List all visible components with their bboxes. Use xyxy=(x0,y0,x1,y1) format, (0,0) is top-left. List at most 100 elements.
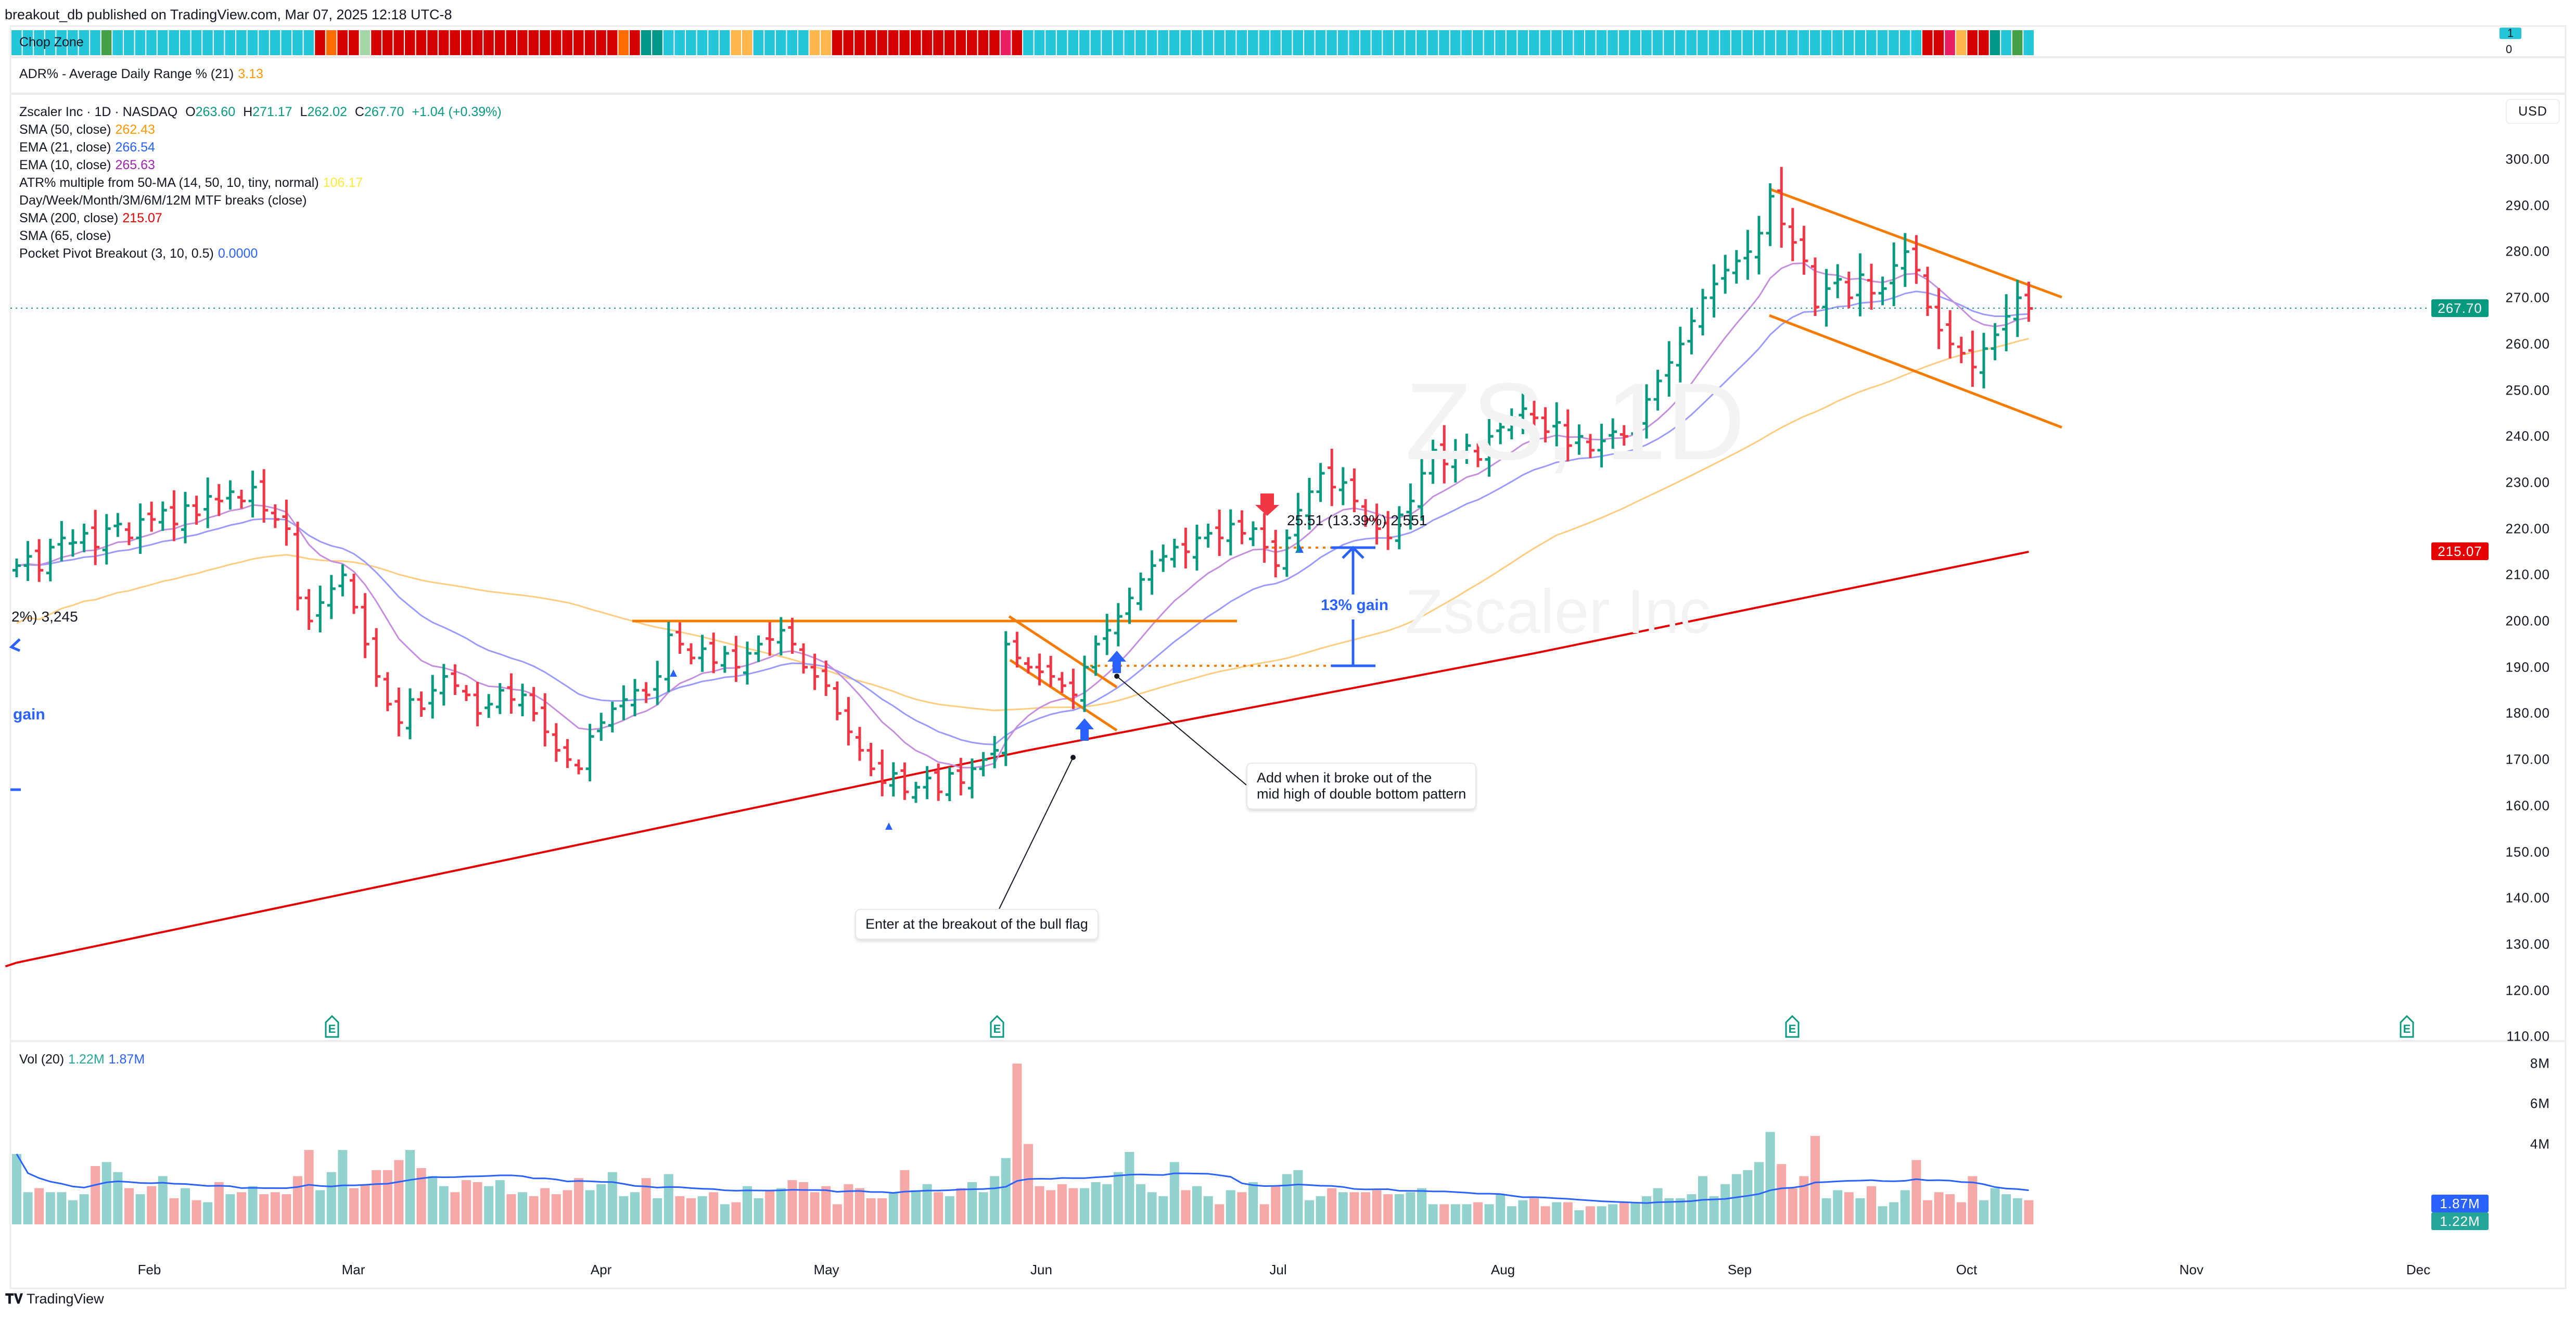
chop-zone-bar xyxy=(191,30,202,55)
bar-up xyxy=(428,675,437,719)
bar-down xyxy=(1328,448,1336,506)
earnings-icon[interactable]: E xyxy=(325,1015,339,1038)
chop-zone-bar xyxy=(832,30,843,55)
volume-bar xyxy=(877,1198,887,1224)
time-tick: Sep xyxy=(1727,1262,1752,1277)
add-arrow-icon xyxy=(1107,651,1126,673)
bar-up xyxy=(1395,506,1404,550)
bar-down xyxy=(282,499,291,546)
left-gain-measure[interactable] xyxy=(9,638,21,791)
gain-measure[interactable] xyxy=(1331,546,1375,667)
indicator-row[interactable]: SMA (65, close) xyxy=(19,227,506,245)
flag-lower-line[interactable] xyxy=(1009,658,1118,732)
indicator-row[interactable]: EMA (21, close) 266.54 xyxy=(19,138,506,156)
volume-bar xyxy=(2024,1200,2034,1224)
volume-bar xyxy=(529,1196,539,1224)
chop-zone-bar xyxy=(2023,30,2034,55)
bar-down xyxy=(1361,499,1370,527)
indicator-label: ATR% multiple from 50-MA (14, 50, 10, ti… xyxy=(19,175,319,190)
earnings-icon[interactable]: E xyxy=(1785,1015,1800,1038)
volume-bar xyxy=(978,1192,988,1224)
volume-bar xyxy=(1181,1190,1191,1224)
symbol-legend[interactable]: Zscaler Inc · 1D · NASDAQ O263.60 H271.1… xyxy=(19,103,506,121)
earnings-icon[interactable]: E xyxy=(990,1015,1004,1038)
bar-up xyxy=(1147,550,1156,595)
volume-bar xyxy=(1642,1196,1651,1224)
price-tick: 160.00 xyxy=(2505,797,2550,814)
change-value: +1.04 (+0.39%) xyxy=(412,105,502,119)
volume-bar xyxy=(326,1172,336,1224)
volume-bar xyxy=(1563,1202,1573,1224)
bar-down xyxy=(709,632,718,674)
volume-bar xyxy=(45,1192,55,1224)
indicator-row[interactable]: SMA (200, close) 215.07 xyxy=(19,209,506,227)
price-tick: 170.00 xyxy=(2505,751,2550,767)
bar-down xyxy=(810,653,819,690)
earnings-icon[interactable]: E xyxy=(2400,1015,2414,1038)
indicator-row[interactable]: ATR% multiple from 50-MA (14, 50, 10, ti… xyxy=(19,174,506,192)
chop-zone-bar xyxy=(1203,30,1214,55)
volume-bar xyxy=(630,1192,640,1224)
drawings[interactable] xyxy=(9,187,2062,909)
chop-zone-bar xyxy=(1596,30,1607,55)
volume-bar xyxy=(270,1192,280,1224)
indicator-label: SMA (50, close) xyxy=(19,122,111,137)
volume-bar xyxy=(1630,1202,1640,1224)
currency-button[interactable]: USD xyxy=(2506,99,2560,124)
chop-zone-bar xyxy=(1337,30,1348,55)
volume-bar xyxy=(248,1186,258,1224)
chop-zone-bar xyxy=(90,30,100,55)
chop-zone-bar xyxy=(989,30,1000,55)
chop-zone-bar xyxy=(22,30,33,55)
volume-bar xyxy=(1731,1174,1741,1224)
volume-bar xyxy=(1619,1202,1629,1224)
bar-up xyxy=(226,480,235,510)
symbol-name: Zscaler Inc · 1D · NASDAQ xyxy=(19,105,178,119)
channel-lower-line[interactable] xyxy=(1769,314,2062,429)
chop-zone-bar xyxy=(843,30,853,55)
chart-border xyxy=(9,25,2567,1289)
chop-zone-bar xyxy=(1708,30,1719,55)
buy-arrow-icon xyxy=(1075,718,1094,741)
bar-up xyxy=(1699,288,1707,336)
chop-zone-bar xyxy=(292,30,303,55)
price-tick: 260.00 xyxy=(2505,336,2550,352)
indicator-row[interactable]: SMA (50, close) 262.43 xyxy=(19,121,506,138)
callout-enter[interactable]: Enter at the breakout of the bull flag xyxy=(855,909,1099,940)
volume-bar xyxy=(428,1176,438,1224)
bar-down xyxy=(271,504,279,528)
volume-legend[interactable]: Vol (20) 1.22M 1.87M xyxy=(19,1052,149,1067)
chop-zone-bar xyxy=(472,30,483,55)
volume-bar xyxy=(1687,1194,1697,1224)
chop-zone-bar xyxy=(888,30,899,55)
callout-add[interactable]: Add when it broke out of the mid high of… xyxy=(1246,763,1477,809)
adr-legend[interactable]: ADR% - Average Daily Range % (21) 3.13 xyxy=(19,66,267,82)
flag-upper-line[interactable] xyxy=(1008,615,1118,689)
chop-zone-bar xyxy=(259,30,269,55)
published-header: breakout_db published on TradingView.com… xyxy=(5,7,452,22)
chop-zone-bar xyxy=(1461,30,1472,55)
volume-bar xyxy=(743,1186,752,1224)
chop-zone-bar xyxy=(1315,30,1326,55)
price-tick: 290.00 xyxy=(2505,197,2550,213)
volume-bar xyxy=(135,1194,145,1224)
chop-zone-bar xyxy=(180,30,190,55)
bar-up xyxy=(338,564,347,597)
brand-name: TradingView xyxy=(27,1291,104,1307)
indicator-row[interactable]: Day/Week/Month/3M/6M/12M MTF breaks (clo… xyxy=(19,192,506,209)
chop-zone-bar xyxy=(1574,30,1584,55)
pocket-pivot-icon xyxy=(885,822,892,830)
bar-up xyxy=(1170,538,1179,568)
indicator-row[interactable]: Pocket Pivot Breakout (3, 10, 0.5) 0.0000 xyxy=(19,245,506,262)
chop-zone-bar xyxy=(45,30,56,55)
adr-label: ADR% - Average Daily Range % (21) xyxy=(19,67,234,81)
volume-bar xyxy=(1586,1206,1595,1224)
volume-bar xyxy=(203,1202,213,1224)
indicator-row[interactable]: EMA (10, close) 265.63 xyxy=(19,156,506,174)
chop-zone-bar xyxy=(877,30,887,55)
indicator-legend[interactable]: Zscaler Inc · 1D · NASDAQ O263.60 H271.1… xyxy=(19,103,506,262)
chop-zone-bar xyxy=(1124,30,1134,55)
bar-up xyxy=(631,679,639,717)
